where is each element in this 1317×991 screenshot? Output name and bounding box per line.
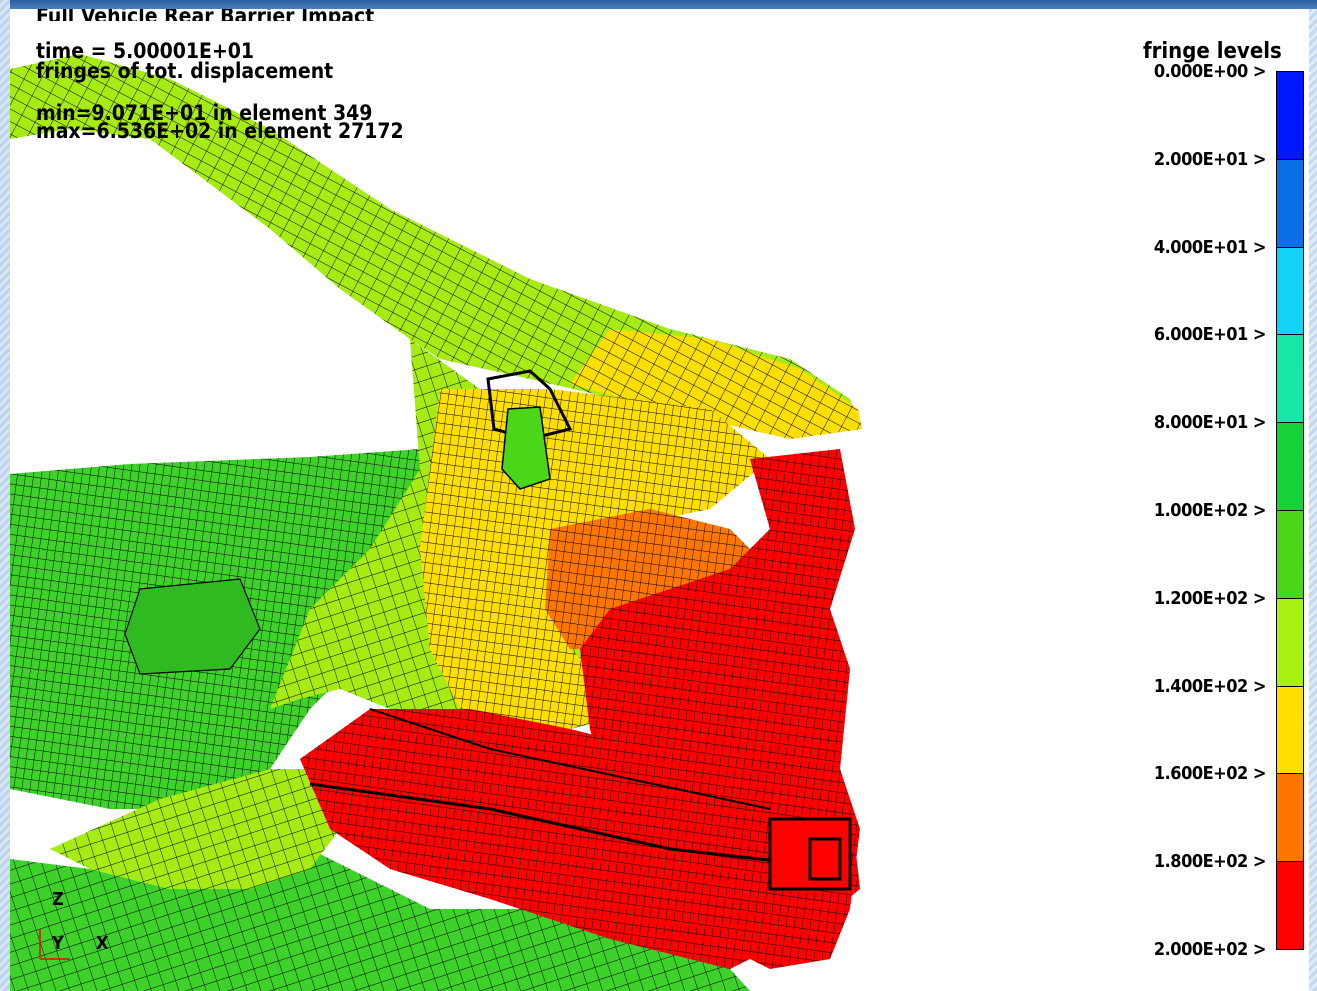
- axis-label-z: Z: [52, 889, 64, 910]
- legend-level-label: 2.000E+01 >: [1153, 148, 1267, 170]
- axis-label-x: X: [96, 933, 109, 954]
- window-top-strip: [0, 0, 1317, 9]
- legend-level-label: 4.000E+01 >: [1153, 236, 1267, 258]
- legend-level-label: 0.000E+00 >: [1153, 61, 1267, 82]
- legend-title: fringe levels: [1143, 39, 1282, 64]
- legend-color-band: [1276, 334, 1304, 424]
- legend-level-label: 2.000E+02 >: [1153, 939, 1267, 960]
- legend-level-label: 8.000E+01 >: [1153, 412, 1267, 434]
- legend-color-band: [1276, 422, 1304, 511]
- legend-color-band: [1276, 773, 1304, 863]
- simulation-title: Full Vehicle Rear Barrier Impact: [36, 9, 375, 21]
- legend-level-label: 1.200E+02 >: [1153, 587, 1267, 609]
- axis-label-y: Y: [52, 933, 64, 954]
- legend-level-label: 1.400E+02 >: [1153, 675, 1267, 697]
- legend-level-label: 1.600E+02 >: [1153, 763, 1267, 785]
- legend-color-band: [1276, 246, 1304, 336]
- legend-color-band: [1276, 861, 1304, 950]
- time-readout: time = 5.00001E+01: [36, 39, 255, 63]
- legend-color-band: [1276, 158, 1304, 248]
- window-right-border: [1309, 9, 1317, 991]
- legend-level-label: 1.800E+02 >: [1153, 851, 1267, 873]
- deformed-vehicle-mesh: [10, 54, 862, 991]
- window-left-border: [0, 0, 10, 991]
- axis-triad: [39, 929, 70, 960]
- legend-level-label: 1.000E+02 >: [1153, 500, 1267, 521]
- max-value-readout: max=6.536E+02 in element 27172: [36, 119, 404, 143]
- legend-color-band: [1276, 510, 1304, 599]
- min-value-readout: min=9.071E+01 in element 349: [36, 101, 373, 125]
- legend-color-band: [1276, 597, 1304, 687]
- legend-color-band: [1276, 71, 1304, 160]
- legend-level-label: 6.000E+01 >: [1153, 324, 1267, 346]
- simulation-viewport[interactable]: Z Y X Full Vehicle Rear Barrier Impact t…: [10, 9, 1309, 991]
- fringe-quantity: fringes of tot. displacement: [36, 59, 334, 83]
- legend-color-band: [1276, 685, 1304, 775]
